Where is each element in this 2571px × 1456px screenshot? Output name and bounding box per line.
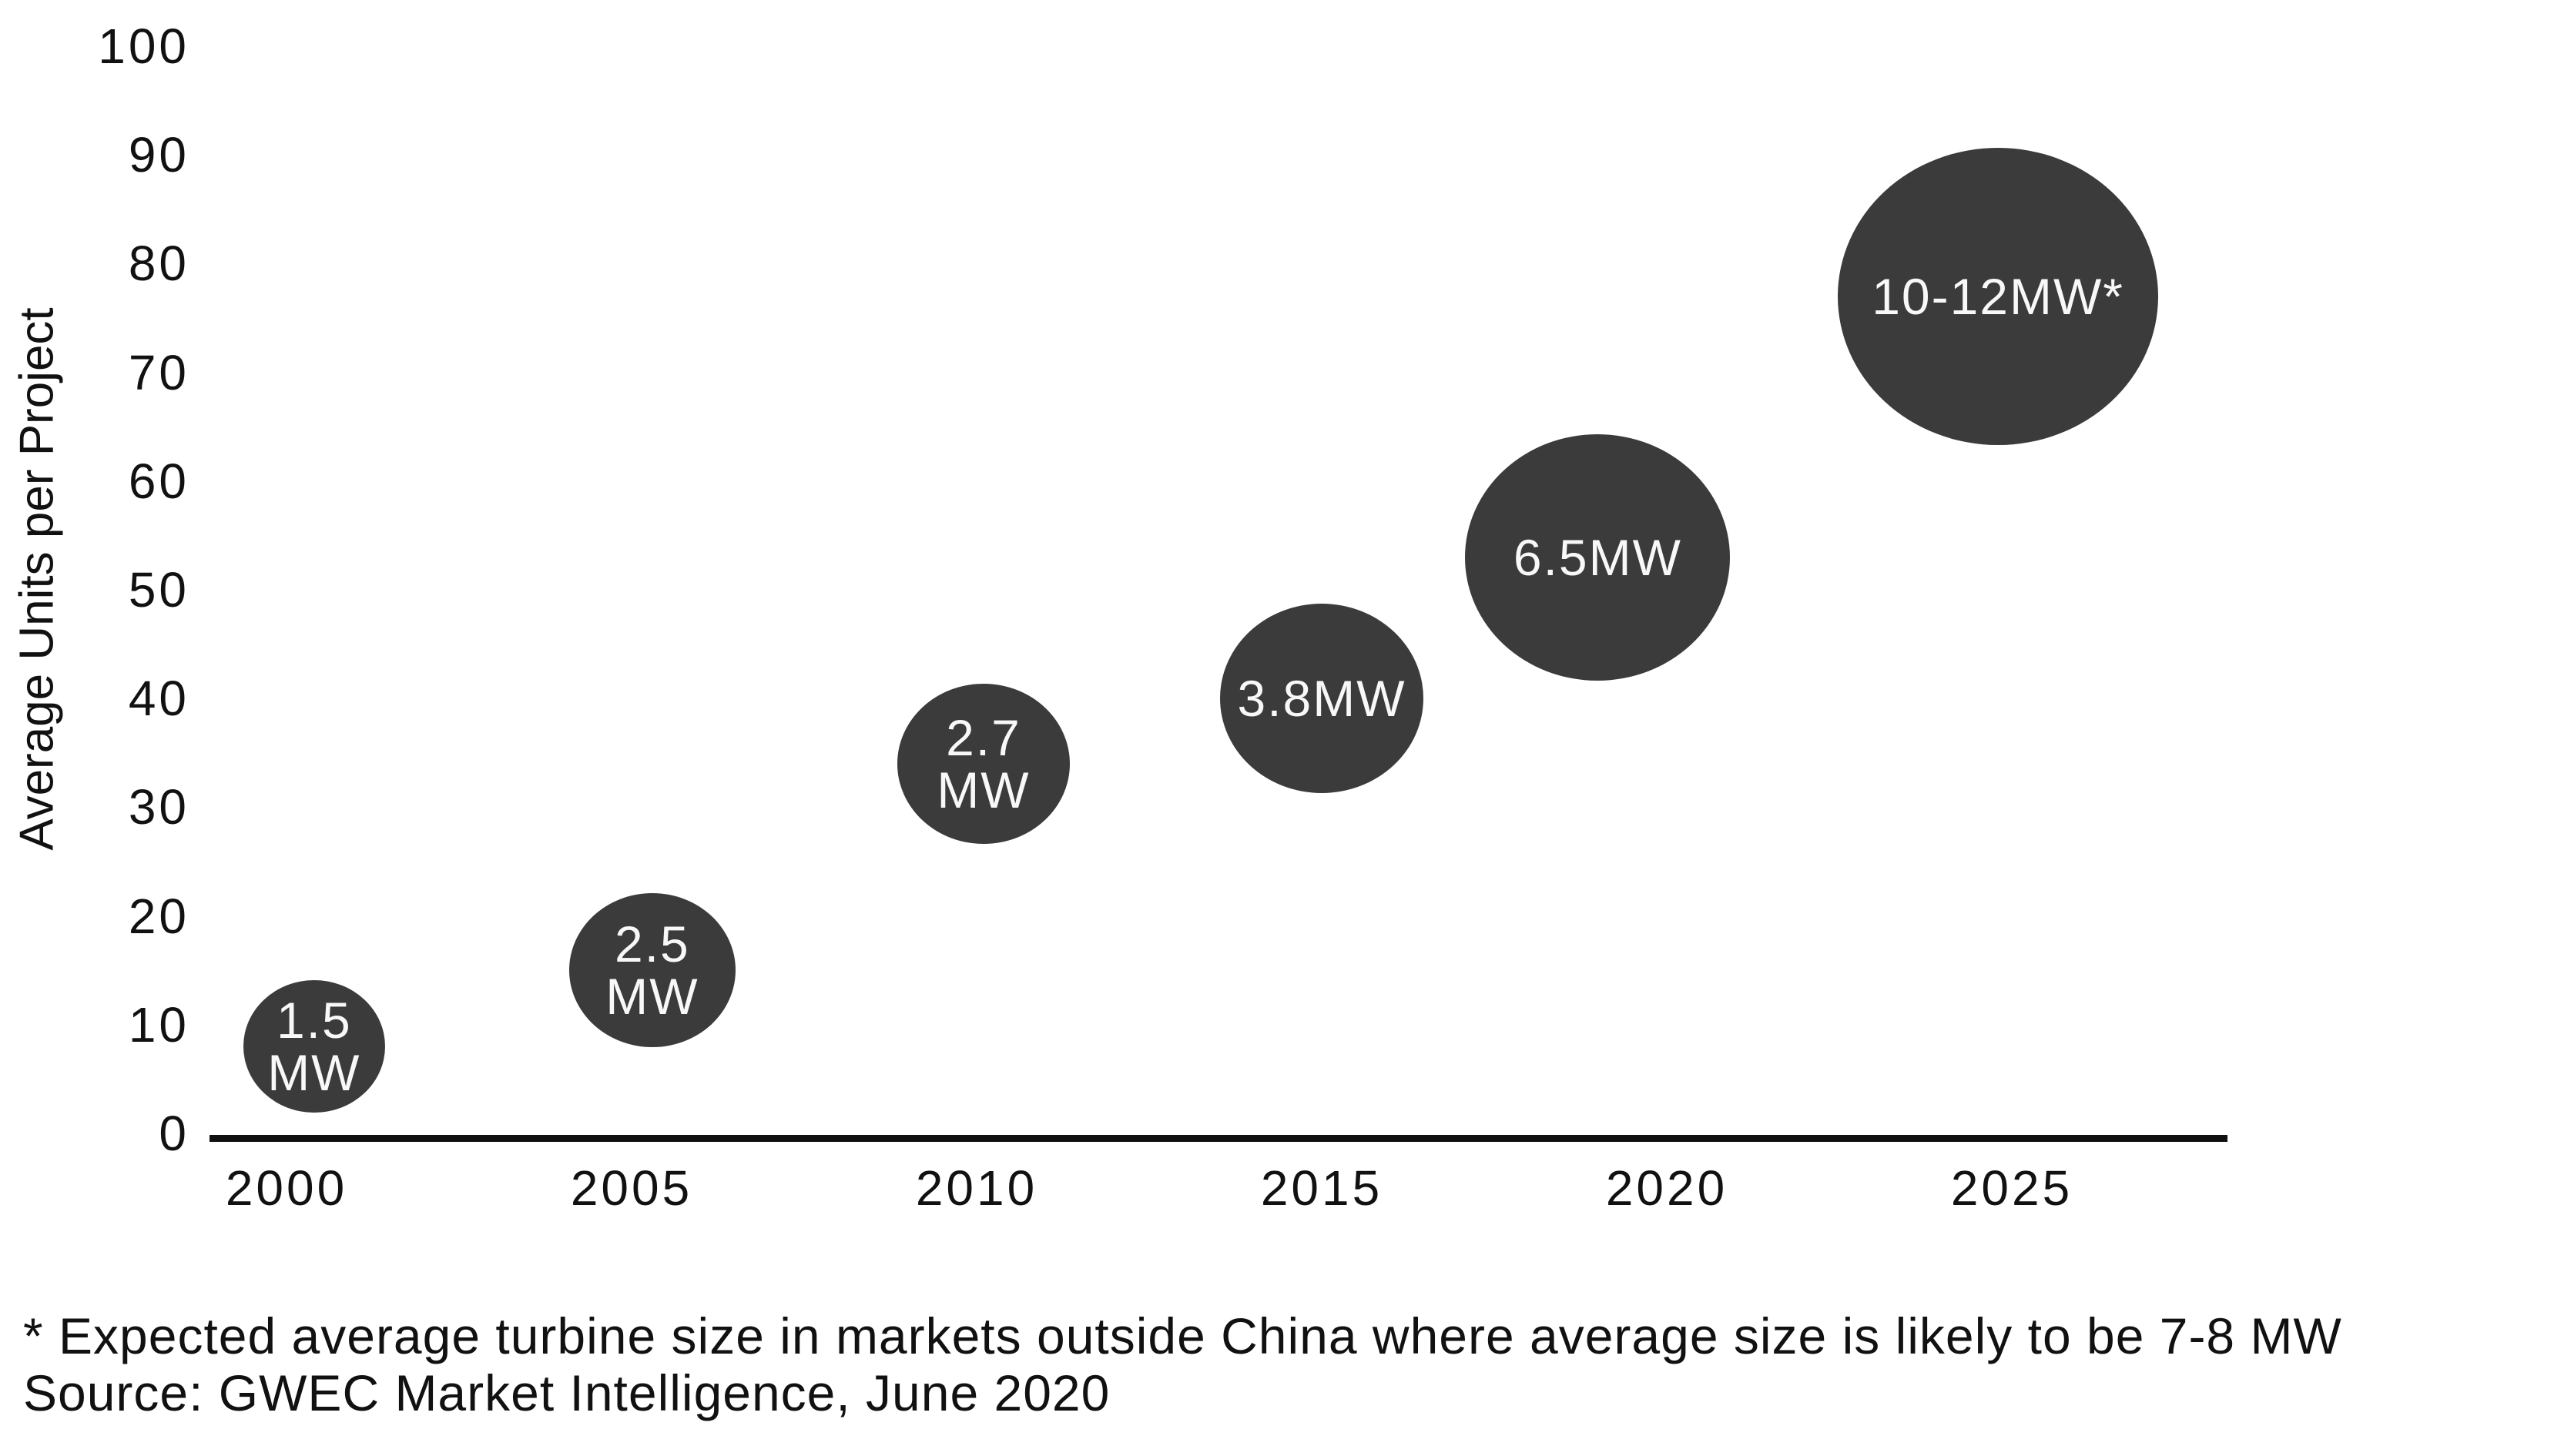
y-tick-label-10: 10 (128, 996, 189, 1053)
x-tick-label-2015: 2015 (1260, 1160, 1383, 1216)
bubble-label: 3.8MW (1237, 670, 1406, 728)
bubble-2000: 1.5 MW (243, 980, 385, 1113)
y-tick-label-20: 20 (128, 888, 189, 944)
bubble-label: 10-12MW* (1872, 267, 2124, 325)
y-tick-label-30: 30 (128, 779, 189, 835)
x-tick-label-2020: 2020 (1605, 1160, 1728, 1216)
footnote: * Expected average turbine size in marke… (23, 1307, 2342, 1364)
source-note: Source: GWEC Market Intelligence, June 2… (23, 1364, 1111, 1421)
bubble-2025: 10-12MW* (1838, 147, 2159, 445)
bubble-label: 6.5MW (1513, 528, 1682, 586)
x-tick-label-2000: 2000 (225, 1160, 348, 1216)
y-tick-label-40: 40 (128, 671, 189, 727)
bubble-2005: 2.5 MW (568, 893, 736, 1048)
y-tick-label-70: 70 (128, 344, 189, 400)
bubble-label: 2.5 (615, 915, 690, 973)
y-tick-label-0: 0 (159, 1106, 189, 1161)
bubble-label: MW (605, 968, 699, 1026)
bubble-label: 2.7 (946, 708, 1021, 766)
bubble-label: MW (937, 761, 1031, 818)
x-axis-line (210, 1135, 2227, 1142)
y-tick-label-50: 50 (128, 562, 189, 618)
x-tick-label-2010: 2010 (915, 1160, 1038, 1216)
y-tick-label-100: 100 (98, 18, 189, 74)
y-tick-label-60: 60 (128, 453, 189, 509)
bubble-2020: 6.5MW (1465, 433, 1731, 681)
bubble-label: 1.5 (276, 992, 352, 1049)
bubble-2010: 2.7 MW (897, 683, 1070, 844)
y-tick-label-80: 80 (128, 236, 189, 292)
bubble-label: MW (267, 1044, 361, 1102)
x-tick-label-2005: 2005 (570, 1160, 693, 1216)
x-tick-label-2025: 2025 (1950, 1160, 2073, 1216)
y-tick-label-90: 90 (128, 127, 189, 183)
bubble-2015: 3.8MW (1220, 604, 1423, 794)
